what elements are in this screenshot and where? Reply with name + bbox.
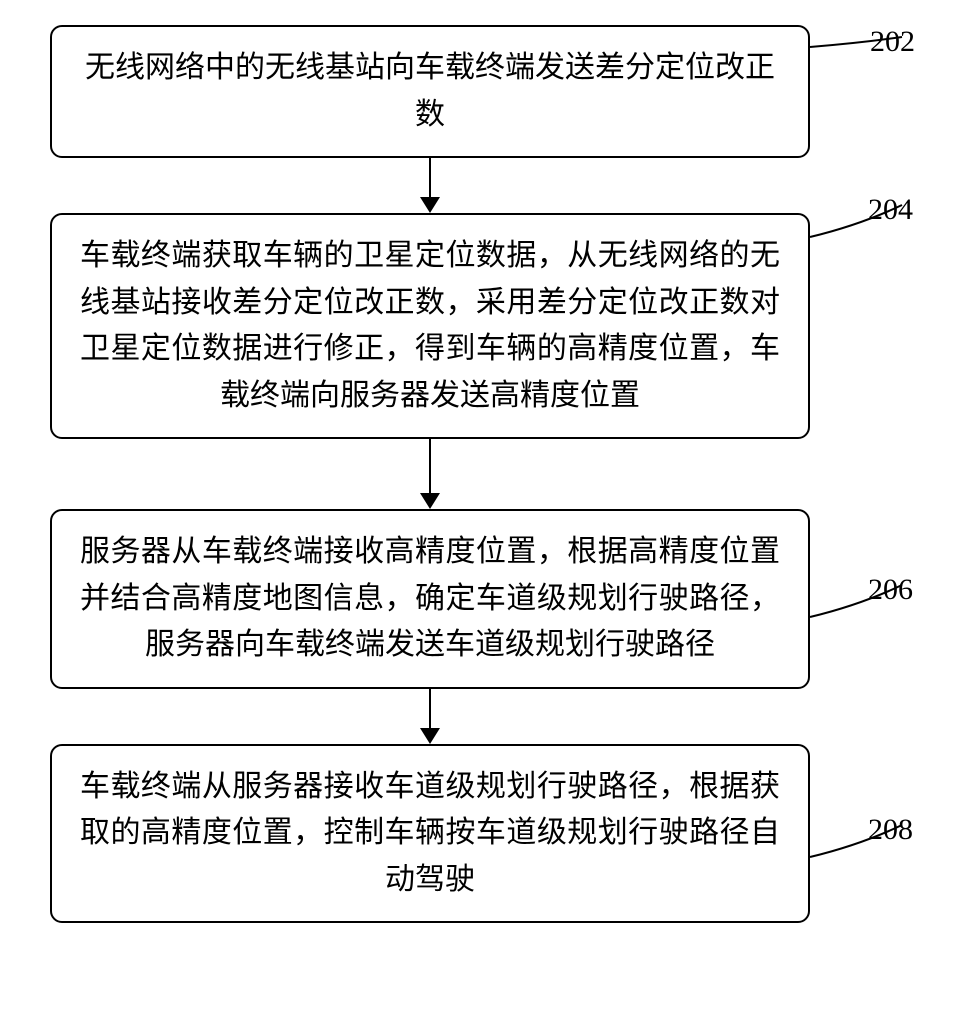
flow-node-208: 车载终端从服务器接收车道级规划行驶路径，根据获取的高精度位置，控制车辆按车道级规… bbox=[50, 744, 810, 924]
flow-arrow bbox=[50, 439, 810, 509]
node-label-208: 208 bbox=[868, 813, 913, 847]
node-label-204: 204 bbox=[868, 193, 913, 227]
node-label-202: 202 bbox=[870, 25, 915, 59]
node-label-206: 206 bbox=[868, 573, 913, 607]
flow-node-202: 无线网络中的无线基站向车载终端发送差分定位改正数 bbox=[50, 25, 810, 158]
flow-node-204: 车载终端获取车辆的卫星定位数据，从无线网络的无线基站接收差分定位改正数，采用差分… bbox=[50, 213, 810, 439]
flow-node-206: 服务器从车载终端接收高精度位置，根据高精度位置并结合高精度地图信息，确定车道级规… bbox=[50, 509, 810, 689]
flowchart-container: 无线网络中的无线基站向车载终端发送差分定位改正数202 车载终端获取车辆的卫星定… bbox=[50, 25, 910, 923]
flow-arrow bbox=[50, 689, 810, 744]
flow-arrow bbox=[50, 158, 810, 213]
